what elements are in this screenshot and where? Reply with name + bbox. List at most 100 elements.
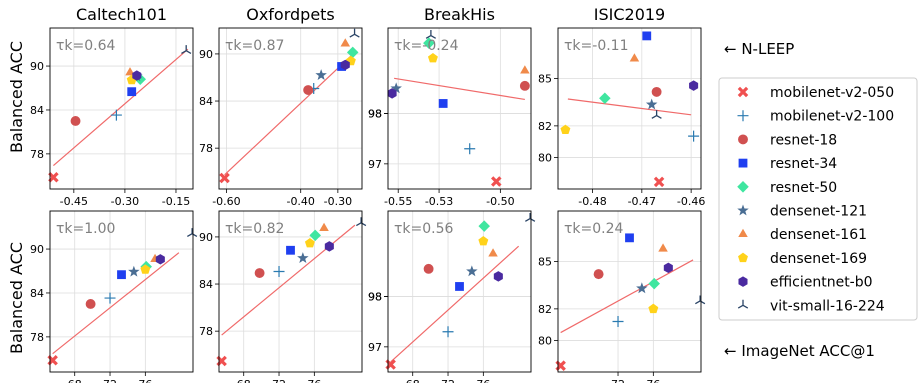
ytick-label: 84 — [30, 104, 44, 117]
point-resnet-18 — [593, 269, 604, 280]
point-efficientnet-b0 — [132, 70, 142, 81]
ytick-label: 90 — [30, 60, 44, 73]
panels: -0.45 -0.30 -0.15788490Caltech101τk=0.64-0… — [30, 5, 705, 383]
point-mobilenet-v2-100 — [688, 130, 700, 142]
ytick-label: 80 — [538, 334, 552, 347]
point-densenet-161 — [488, 248, 498, 257]
legend-box — [718, 77, 918, 321]
ytick-label: 82 — [538, 120, 552, 133]
xtick-label: 72 — [272, 378, 286, 383]
fit-line — [560, 259, 694, 334]
fit-line — [221, 224, 356, 336]
tau-annotation: τk=0.87 — [225, 38, 284, 54]
point-vit-small-16-224 — [695, 295, 706, 305]
point-densenet-161 — [658, 243, 668, 252]
point-densenet-161 — [319, 222, 329, 232]
point-densenet-169 — [140, 264, 151, 274]
ytick-label: 78 — [199, 325, 213, 338]
ytick-label: 78 — [199, 142, 213, 155]
legend-marker-densenet-161 — [738, 228, 748, 237]
legend-item-densenet-121: densenet-121 — [737, 204, 867, 220]
point-efficientnet-b0 — [493, 271, 503, 282]
point-resnet-18 — [85, 298, 96, 309]
point-mobilenet-v2-100 — [442, 326, 454, 338]
axes-frame — [49, 27, 194, 190]
point-mobilenet-v2-050 — [48, 172, 59, 183]
panel-title: ISIC2019 — [594, 5, 665, 24]
xtick-label: -0.53 — [425, 195, 453, 208]
point-efficientnet-b0 — [387, 88, 397, 99]
ytick-label: 84 — [199, 95, 213, 108]
ytick-label: 90 — [30, 243, 44, 256]
point-resnet-34 — [625, 233, 634, 243]
ytick-label: 85 — [538, 73, 552, 86]
point-resnet-18 — [303, 85, 314, 95]
point-resnet-34 — [438, 99, 448, 108]
point-vit-small-16-224 — [425, 30, 437, 39]
axes-frame — [49, 210, 194, 373]
ytick-label: 90 — [199, 231, 213, 244]
xtick-label: -0.15 — [162, 195, 190, 208]
point-vit-small-16-224 — [349, 28, 360, 38]
axes-frame — [218, 27, 363, 190]
point-densenet-121 — [390, 82, 402, 94]
point-resnet-34 — [127, 87, 137, 97]
ytick-label: 84 — [199, 278, 213, 291]
legend-marker-resnet-50 — [737, 181, 749, 193]
point-densenet-161 — [520, 65, 530, 74]
xtick-label: -0.45 — [60, 195, 88, 208]
legend-label: efficientnet-b0 — [770, 275, 873, 291]
point-densenet-121 — [128, 265, 140, 277]
xtick-label: -0.30 — [324, 195, 352, 208]
xtick-label: 72 — [441, 378, 455, 383]
fit-line — [224, 50, 357, 176]
panel-4: 68 72 76 78 84 90 τk=1.00 — [30, 210, 198, 383]
xtick-label: 68 — [237, 378, 251, 383]
legend-item-resnet-18: resnet-18 — [738, 132, 837, 148]
xtick-label: 76 — [646, 378, 660, 383]
point-efficientnet-b0 — [340, 59, 350, 71]
point-mobilenet-v2-050 — [653, 176, 665, 188]
point-efficientnet-b0 — [155, 254, 165, 265]
fit-line — [567, 98, 692, 116]
ytick-label: 98 — [368, 291, 382, 304]
point-densenet-121 — [645, 98, 658, 110]
point-resnet-50 — [478, 220, 490, 232]
xtick-label: 68 — [68, 378, 82, 383]
row-label-bottom: ← ImageNet ACC@1 — [724, 342, 875, 360]
panel-3: -0.48 -0.47 -0.46 80 82 85 ISIC2019 τk=-0.11 — [538, 5, 705, 208]
panel-6: 687276979898τk=0.56 — [368, 210, 536, 383]
row-label-top: ← N-LEEP — [724, 40, 794, 58]
point-densenet-169 — [478, 235, 489, 246]
legend-marker-densenet-121 — [737, 204, 749, 216]
xtick-label: -0.30 — [111, 195, 139, 208]
legend-label: densenet-161 — [770, 227, 867, 243]
panel-0: -0.45 -0.30 -0.15 78 84 90 Caltech101 τk=0.64 — [30, 5, 194, 208]
ylabel-top: Balanced ACC — [7, 41, 26, 153]
point-resnet-50 — [599, 92, 611, 105]
point-densenet-121 — [315, 69, 327, 81]
legend-label: densenet-169 — [770, 251, 867, 267]
point-efficientnet-b0 — [663, 262, 673, 274]
point-vit-small-16-224 — [356, 217, 367, 227]
ytick-label: 97 — [368, 158, 382, 171]
legend-marker-densenet-169 — [738, 252, 748, 263]
tau-annotation: τk=0.24 — [564, 221, 624, 237]
point-densenet-161 — [340, 38, 351, 47]
axes-frame — [557, 210, 702, 373]
tau-annotation: τk=0.56 — [394, 221, 454, 237]
tau-annotation: τk=0.82 — [225, 221, 284, 237]
point-resnet-50 — [309, 229, 321, 242]
legend-label: mobilenet-v2-050 — [770, 85, 894, 101]
point-mobilenet-v2-100 — [110, 109, 122, 121]
point-densenet-121 — [466, 265, 478, 277]
panel-1: -0.60 -0.40 -0.30 78 84 90 Oxfordpets τk=0.87 — [199, 5, 363, 208]
xtick-label: -0.47 — [628, 195, 656, 208]
point-resnet-18 — [70, 115, 81, 126]
legend-item-efficientnet-b0: efficientnet-b0 — [738, 275, 873, 291]
legend-marker-resnet-18 — [738, 134, 748, 145]
point-mobilenet-v2-100 — [273, 265, 285, 277]
ytick-label: 85 — [538, 256, 552, 269]
xtick-label: -0.55 — [384, 195, 412, 208]
